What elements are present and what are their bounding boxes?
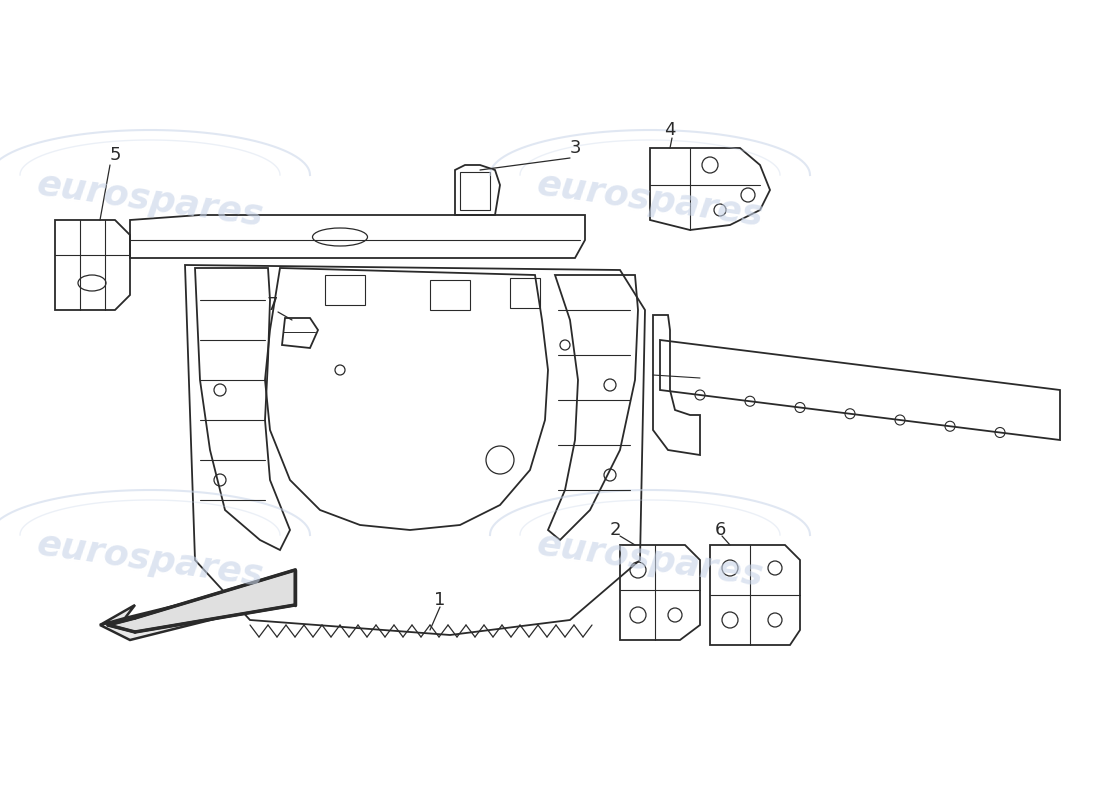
Text: 2: 2 <box>609 521 620 539</box>
Text: 6: 6 <box>714 521 726 539</box>
Text: 5: 5 <box>109 146 121 164</box>
Polygon shape <box>100 572 290 640</box>
Text: 1: 1 <box>434 591 446 609</box>
Text: 3: 3 <box>570 139 581 157</box>
Text: eurospares: eurospares <box>535 527 766 593</box>
Text: eurospares: eurospares <box>34 167 265 233</box>
Text: eurospares: eurospares <box>34 527 265 593</box>
Polygon shape <box>100 605 135 625</box>
Text: eurospares: eurospares <box>535 167 766 233</box>
Text: 7: 7 <box>266 296 277 314</box>
Text: 4: 4 <box>664 121 675 139</box>
Polygon shape <box>108 570 295 632</box>
